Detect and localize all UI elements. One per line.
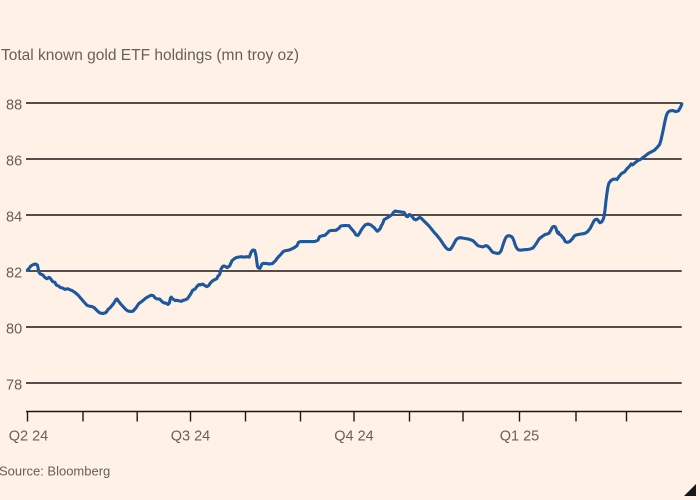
svg-text:80: 80 <box>6 322 22 338</box>
svg-text:Total known gold ETF holdings: Total known gold ETF holdings (mn troy o… <box>1 47 299 64</box>
svg-text:Source: Bloomberg: Source: Bloomberg <box>0 464 110 479</box>
svg-text:84: 84 <box>6 210 22 226</box>
svg-text:86: 86 <box>6 154 22 170</box>
svg-text:Q4 24: Q4 24 <box>334 429 374 445</box>
svg-text:78: 78 <box>6 378 22 394</box>
svg-text:Q2 24: Q2 24 <box>9 429 49 445</box>
svg-text:82: 82 <box>6 266 22 282</box>
svg-text:Q3 24: Q3 24 <box>171 429 211 445</box>
svg-text:Q1 25: Q1 25 <box>500 429 540 445</box>
svg-text:88: 88 <box>6 98 22 114</box>
